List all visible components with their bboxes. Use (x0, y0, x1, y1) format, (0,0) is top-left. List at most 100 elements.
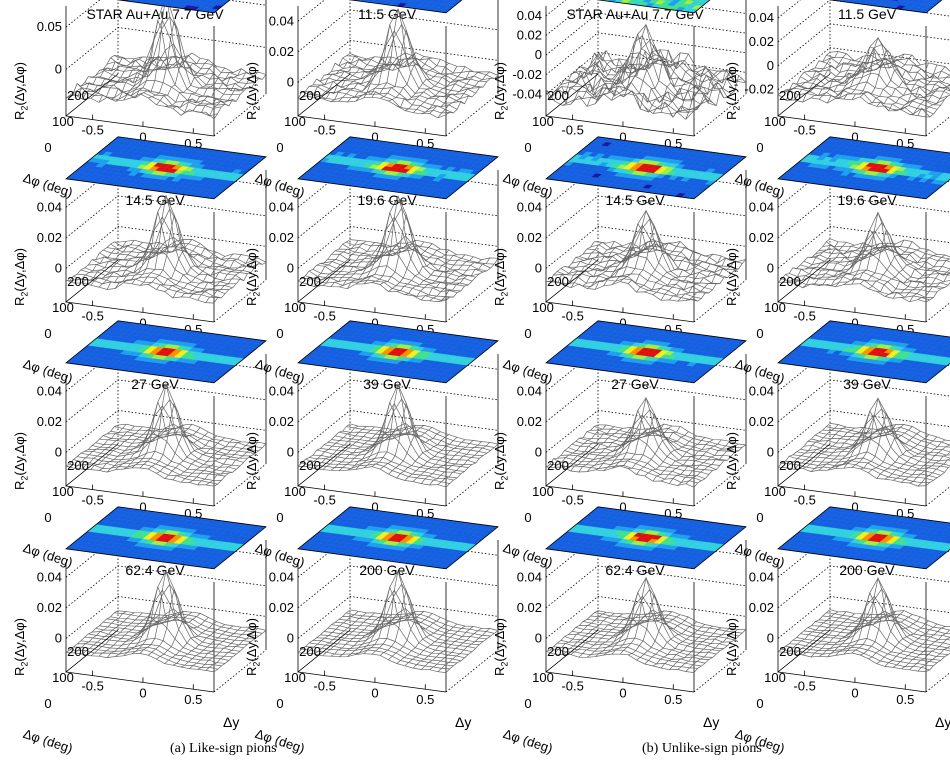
mesh-line (123, 427, 176, 470)
mesh-line (851, 397, 905, 468)
mesh-line (80, 450, 229, 475)
mesh-line (156, 59, 209, 106)
mesh-line (792, 81, 941, 106)
z-tick-label: 0 (287, 630, 294, 645)
mesh-line (412, 66, 466, 113)
panel-title: 11.5 GeV (837, 6, 897, 22)
z-axis-label: R2(Δy,Δφ) (492, 247, 510, 306)
phi-tick-label: 100 (284, 670, 306, 685)
z-tick-label: -0.02 (744, 82, 774, 97)
phi-tick-label: 0 (44, 326, 51, 341)
x-tick-label: 0 (851, 129, 858, 144)
phi-tick-label: 100 (52, 670, 74, 685)
mesh-line (139, 0, 193, 95)
mesh-line (677, 70, 730, 113)
mesh-line (835, 242, 888, 288)
mesh-line (115, 615, 168, 657)
mesh-line (330, 57, 384, 102)
mesh-line (82, 612, 135, 655)
phi-tick-label: 0 (756, 140, 763, 155)
z-tick-label: 0.02 (269, 414, 294, 429)
mesh-line (586, 429, 640, 472)
x-tick-label: 0 (851, 499, 858, 514)
panel-title: 39 GeV (843, 376, 891, 392)
mesh-line (570, 428, 623, 472)
z-tick-label: 0.04 (517, 569, 542, 584)
mesh-line (818, 248, 950, 270)
colormap-frame (297, 136, 499, 200)
mesh-line (660, 439, 714, 482)
mesh-line (404, 623, 458, 667)
z-tick-label: 0.04 (37, 383, 62, 398)
mesh-line (669, 439, 722, 484)
z-gridline (65, 595, 267, 639)
z-gridline (545, 195, 747, 239)
mesh-line (73, 423, 127, 469)
mesh-line (91, 194, 241, 281)
mesh-line (297, 239, 351, 282)
z-tick-label: 0 (767, 260, 774, 275)
mesh-line (553, 611, 607, 655)
mesh-line (429, 441, 482, 486)
mesh-line (314, 240, 367, 287)
x-tick-label: -0.5 (81, 493, 103, 508)
mesh-line (437, 71, 491, 119)
mesh-line (860, 412, 913, 470)
z-gridline (65, 409, 267, 453)
mesh-line (106, 429, 160, 473)
mesh-line (115, 428, 168, 470)
mesh-line (619, 576, 673, 655)
x-tick-label: 0 (851, 315, 858, 330)
phi-tick-label: 0 (524, 140, 531, 155)
mesh-line (115, 246, 168, 289)
mesh-line (148, 213, 201, 285)
z-gridline (545, 565, 747, 609)
box-edge (445, 649, 499, 693)
colormap-cell (943, 168, 950, 174)
z-tick-label: 0 (535, 260, 542, 275)
mesh-line (379, 402, 433, 470)
z-tick-label: 0 (767, 444, 774, 459)
x-tick-label: 0.5 (184, 692, 202, 707)
colormap-cell (941, 164, 950, 170)
mesh-line (115, 57, 168, 102)
x-tick-label: -0.5 (793, 309, 815, 324)
phi-tick-label: 200 (299, 644, 321, 659)
mesh-line (396, 249, 449, 292)
z-tick-label: 0.04 (517, 383, 542, 398)
mesh-line (388, 431, 441, 475)
colormap-frame (348, 0, 463, 14)
box-edge (445, 463, 499, 507)
z-axis-label: R2(Δy,Δφ) (244, 61, 262, 120)
mesh-line (669, 255, 722, 301)
mesh-line (114, 426, 263, 449)
mesh-line (156, 247, 209, 290)
mesh-line (437, 442, 491, 485)
mesh-line (322, 612, 375, 657)
colormap-cell (400, 0, 412, 4)
mesh-line (777, 238, 831, 283)
mesh-line (884, 254, 938, 297)
mesh-line (147, 588, 201, 656)
mesh-line (338, 428, 392, 472)
z-tick-label: 0 (767, 58, 774, 73)
box-edge (213, 93, 267, 137)
panel-title: STAR Au+Au 7.7 GeV (566, 6, 704, 22)
z-gridline (777, 0, 950, 43)
mesh-line (213, 443, 267, 487)
mesh-line (172, 624, 226, 666)
mesh-line (342, 243, 491, 269)
box-edge (445, 279, 499, 323)
phi-tick-label: 200 (299, 88, 321, 103)
mesh-line (562, 613, 615, 655)
mesh-line (164, 251, 217, 292)
mesh-line (785, 424, 839, 469)
mesh-line (123, 240, 176, 283)
mesh-line (314, 612, 367, 655)
mesh-line (677, 441, 730, 486)
mesh-line (562, 241, 615, 285)
mesh-line (82, 239, 135, 284)
z-gridline (297, 409, 499, 453)
colormap-cell (941, 176, 950, 182)
mesh-line (189, 68, 242, 112)
